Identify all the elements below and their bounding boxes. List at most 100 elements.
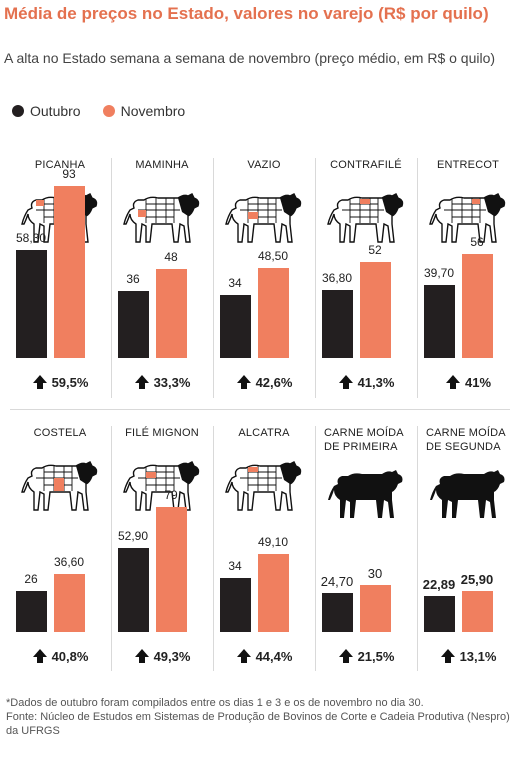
panel-title: COSTELA xyxy=(33,427,87,439)
change-indicator: 44,4% xyxy=(214,648,314,664)
row-divider xyxy=(10,409,510,410)
data-label: 58,30 xyxy=(15,231,47,246)
change-value: 41% xyxy=(464,375,492,390)
data-label: 26 xyxy=(24,571,38,586)
bar-november xyxy=(462,254,493,358)
change-indicator: 13,1% xyxy=(418,648,518,664)
panel-divider xyxy=(111,426,112,671)
legend-swatch-november xyxy=(102,105,115,117)
change-value: 40,8% xyxy=(51,649,89,664)
footnote-note: *Dados de outubro foram compilados entre… xyxy=(6,697,424,709)
data-label: 39,70 xyxy=(423,265,455,280)
cow-costela-icon xyxy=(20,458,100,514)
change-indicator: 42,6% xyxy=(214,374,314,390)
panel-divider xyxy=(111,158,112,398)
data-label: 36,80 xyxy=(321,270,353,285)
panel-file-mignon: FILÉ MIGNON 52,90 79 49,3% xyxy=(112,426,212,686)
bar-november xyxy=(258,268,289,358)
data-label: 24,70 xyxy=(320,573,354,589)
panel-title: ENTRECOT xyxy=(436,159,500,171)
chart-subtitle: A alta no Estado semana a semana de nove… xyxy=(4,50,496,66)
arrow-up-icon xyxy=(134,649,149,663)
data-label: 52 xyxy=(368,242,382,257)
data-label: 56 xyxy=(470,235,484,250)
panel-title: CARNE MOÍDA DE SEGUNDA xyxy=(426,427,506,453)
bar-november xyxy=(462,591,493,632)
cow-silhouette-icon xyxy=(326,466,406,522)
panel-costela: COSTELA 26 36,60 40,8% xyxy=(10,426,110,686)
change-value: 33,3% xyxy=(153,375,191,390)
panel-divider xyxy=(417,158,418,398)
cow-silhouette-icon xyxy=(428,466,508,522)
bar-november xyxy=(54,574,85,632)
data-label: 36,60 xyxy=(53,555,85,570)
bar-october xyxy=(16,250,47,358)
bar-october xyxy=(322,592,353,632)
panel-title: CONTRAFILÉ xyxy=(330,159,402,171)
panel-title: MAMINHA xyxy=(135,159,189,171)
cow-entrecot-icon xyxy=(428,190,508,246)
footnote-source: Fonte: Núcleo de Estudos em Sistemas de … xyxy=(6,711,510,737)
bar-november xyxy=(156,507,187,632)
data-label: 36 xyxy=(126,272,140,287)
cow-vazio-icon xyxy=(224,190,304,246)
change-value: 59,5% xyxy=(51,375,89,390)
panel-entrecot: ENTRECOT 39,70 56 41% xyxy=(418,158,518,418)
arrow-up-icon xyxy=(338,375,353,389)
change-indicator: 33,3% xyxy=(112,374,212,390)
bar-october xyxy=(16,590,47,632)
panel-silhouette: CARNE MOÍDA DE SEGUNDA 22,89 25,90 13,1% xyxy=(418,426,518,686)
bar-november xyxy=(258,554,289,632)
change-indicator: 59,5% xyxy=(10,374,110,390)
arrow-up-icon xyxy=(32,375,47,389)
cow-file-mignon-icon xyxy=(122,458,202,514)
panel-title: FILÉ MIGNON xyxy=(125,427,199,439)
data-label: 93 xyxy=(62,166,76,181)
bar-october xyxy=(220,295,251,358)
data-label: 49,10 xyxy=(257,535,289,550)
panel-divider xyxy=(315,158,316,398)
cow-maminha-icon xyxy=(122,190,202,246)
panel-divider xyxy=(213,426,214,671)
data-label: 48 xyxy=(164,250,178,265)
arrow-up-icon xyxy=(32,649,47,663)
bar-november xyxy=(360,584,391,632)
legend-swatch-october xyxy=(12,105,24,117)
arrow-up-icon xyxy=(236,375,251,389)
bar-november xyxy=(360,261,391,358)
panel-vazio: VAZIO 34 48,50 42,6% xyxy=(214,158,314,418)
chart-title: Média de preços no Estado, valores no va… xyxy=(4,4,489,23)
bar-october xyxy=(322,289,353,358)
cow-alcatra-icon xyxy=(224,458,304,514)
data-label: 48,50 xyxy=(257,249,289,264)
panel-picanha: PICANHA 58,30 93 59,5% xyxy=(10,158,110,418)
footnote: *Dados de outubro foram compilados entre… xyxy=(6,696,516,738)
change-value: 21,5% xyxy=(357,649,395,664)
arrow-up-icon xyxy=(236,649,251,663)
bar-october xyxy=(118,548,149,632)
bar-october xyxy=(220,578,251,632)
arrow-up-icon xyxy=(440,649,455,663)
panel-title: VAZIO xyxy=(247,159,281,171)
panel-silhouette: CARNE MOÍDA DE PRIMEIRA 24,70 30 21,5% xyxy=(316,426,416,686)
legend-label-november: Novembro xyxy=(120,103,186,119)
change-indicator: 21,5% xyxy=(316,648,416,664)
change-value: 13,1% xyxy=(459,649,497,664)
panel-divider xyxy=(315,426,316,671)
arrow-up-icon xyxy=(134,375,149,389)
change-indicator: 41% xyxy=(418,374,518,390)
bar-october xyxy=(424,595,455,632)
bar-october xyxy=(118,291,149,358)
legend: Outubro Novembro xyxy=(12,103,185,119)
change-indicator: 40,8% xyxy=(10,648,110,664)
panel-title: PICANHA xyxy=(34,159,86,171)
change-value: 41,3% xyxy=(357,375,395,390)
panel-contrafile: CONTRAFILÉ 36,80 52 41,3% xyxy=(316,158,416,418)
data-label: 25,90 xyxy=(460,572,494,588)
panel-divider xyxy=(417,426,418,671)
legend-label-october: Outubro xyxy=(30,103,81,119)
arrow-up-icon xyxy=(445,375,460,389)
cow-contrafile-icon xyxy=(326,190,406,246)
change-value: 49,3% xyxy=(153,649,191,664)
bar-november xyxy=(156,269,187,358)
